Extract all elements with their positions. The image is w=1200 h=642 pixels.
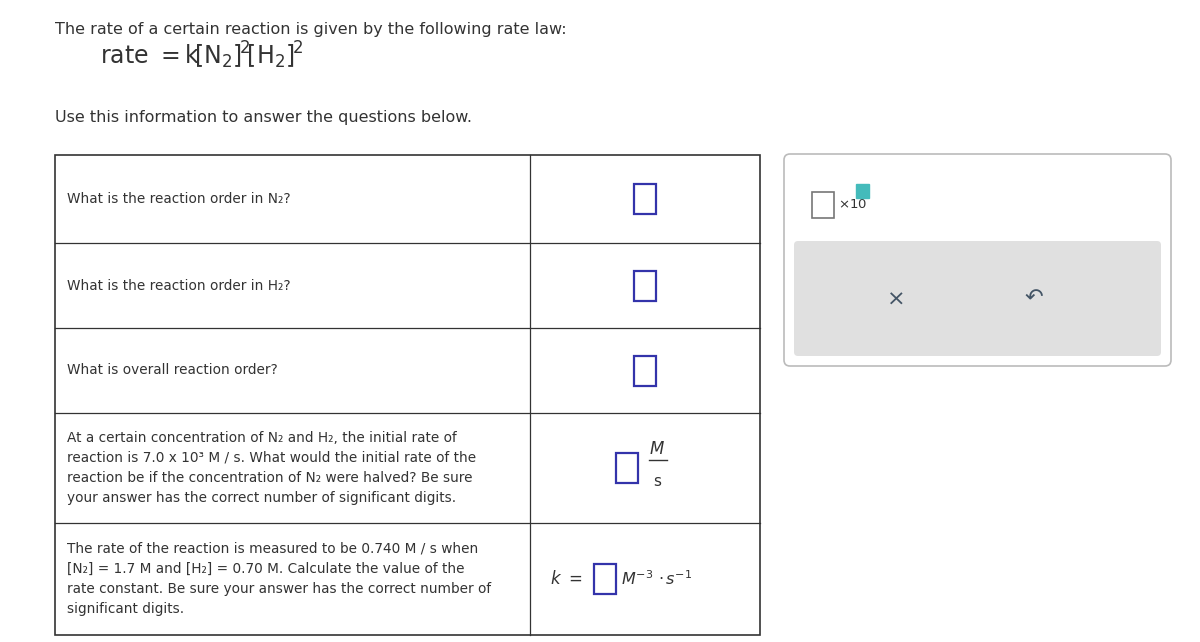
Text: What is overall reaction order?: What is overall reaction order? — [67, 363, 277, 377]
Bar — [616, 453, 638, 483]
Text: The rate of the reaction is measured to be 0.740 M / s when
[N₂] = 1.7 M and [H₂: The rate of the reaction is measured to … — [67, 542, 491, 616]
Text: $M$: $M$ — [649, 440, 665, 458]
Text: Use this information to answer the questions below.: Use this information to answer the quest… — [55, 110, 472, 125]
Text: $\times$: $\times$ — [886, 288, 904, 309]
FancyBboxPatch shape — [784, 154, 1171, 366]
Text: $M^{-3}\ {\cdot}\,s^{-1}$: $M^{-3}\ {\cdot}\,s^{-1}$ — [622, 569, 692, 588]
Bar — [634, 356, 656, 385]
Text: $\times$10: $\times$10 — [838, 198, 868, 211]
Text: $\mathrm{s}$: $\mathrm{s}$ — [653, 474, 662, 489]
Text: $k\ =$: $k\ =$ — [550, 570, 582, 588]
Bar — [634, 270, 656, 300]
Bar — [594, 564, 616, 594]
Bar — [55, 155, 760, 635]
Bar — [634, 184, 656, 214]
FancyBboxPatch shape — [794, 241, 1162, 356]
Text: The rate of a certain reaction is given by the following rate law:: The rate of a certain reaction is given … — [55, 22, 566, 37]
Text: What is the reaction order in N₂?: What is the reaction order in N₂? — [67, 192, 290, 206]
Text: rate $= \mathrm{k}\!\left[\mathrm{N_2}\right]^{\!2}\!\left[\mathrm{H_2}\right]^{: rate $= \mathrm{k}\!\left[\mathrm{N_2}\r… — [100, 40, 302, 71]
Text: At a certain concentration of N₂ and H₂, the initial rate of
reaction is 7.0 x 1: At a certain concentration of N₂ and H₂,… — [67, 431, 476, 505]
Bar — [856, 184, 869, 198]
Text: ↶: ↶ — [1025, 288, 1043, 309]
Bar — [812, 192, 834, 218]
Text: What is the reaction order in H₂?: What is the reaction order in H₂? — [67, 279, 290, 293]
